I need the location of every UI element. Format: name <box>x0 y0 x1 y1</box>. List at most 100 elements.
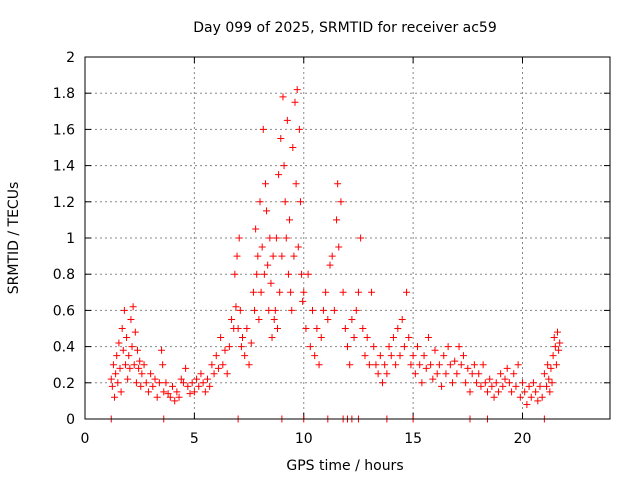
data-point <box>164 390 172 398</box>
data-point <box>392 361 400 369</box>
data-point <box>442 370 450 378</box>
y-tick-label: 0.6 <box>53 303 75 319</box>
data-point <box>543 382 551 390</box>
y-tick-label: 2 <box>66 50 75 66</box>
data-point <box>431 346 439 354</box>
x-tick-label: 0 <box>81 431 90 447</box>
data-point <box>346 361 354 369</box>
data-point <box>236 306 244 314</box>
data-point <box>142 379 150 387</box>
data-point <box>288 306 296 314</box>
data-point <box>350 334 358 342</box>
data-point <box>468 370 476 378</box>
data-point <box>182 364 190 372</box>
data-point <box>228 315 236 323</box>
data-point <box>398 315 406 323</box>
data-point <box>422 364 430 372</box>
data-point <box>330 306 338 314</box>
data-point <box>201 388 209 396</box>
data-point <box>337 198 345 206</box>
data-point <box>289 144 297 151</box>
data-point <box>235 234 243 242</box>
data-point <box>112 370 120 378</box>
data-point <box>333 216 341 224</box>
data-point <box>257 288 265 296</box>
data-point <box>435 361 443 369</box>
data-point <box>488 382 496 390</box>
data-point <box>249 288 257 296</box>
data-point <box>283 116 291 124</box>
data-point <box>473 379 481 387</box>
data-point <box>304 270 312 278</box>
data-point <box>193 375 201 383</box>
data-point <box>514 361 522 369</box>
data-point <box>440 352 448 360</box>
data-point <box>494 388 502 396</box>
data-point <box>261 180 269 188</box>
data-point <box>405 334 413 342</box>
data-point <box>433 370 441 378</box>
data-point <box>453 370 461 378</box>
data-point <box>451 357 459 365</box>
data-point <box>527 393 535 401</box>
data-point <box>424 334 432 342</box>
chart-title: Day 099 of 2025, SRMTID for receiver ac5… <box>193 20 497 36</box>
data-point <box>519 379 526 387</box>
data-point <box>523 401 531 409</box>
data-point <box>501 375 509 383</box>
data-point <box>131 328 139 336</box>
data-point <box>217 334 225 342</box>
data-point <box>370 343 378 351</box>
data-point <box>287 288 295 296</box>
data-point <box>503 364 511 372</box>
data-point <box>385 343 393 351</box>
data-points <box>107 86 564 423</box>
data-point <box>352 306 360 314</box>
data-point <box>324 315 332 323</box>
data-point <box>264 261 272 269</box>
data-point <box>449 379 456 387</box>
data-point <box>179 379 187 387</box>
data-point <box>123 334 131 342</box>
data-point <box>134 346 141 354</box>
data-point <box>254 252 262 260</box>
data-point <box>108 382 116 390</box>
data-point <box>269 252 277 260</box>
data-point <box>159 361 167 369</box>
data-point <box>313 325 321 332</box>
data-point <box>339 288 347 296</box>
y-axis-label: SRMTID / TECUs <box>6 182 22 295</box>
data-point <box>387 352 395 360</box>
data-point <box>111 393 119 401</box>
data-point <box>400 343 408 351</box>
data-point <box>508 388 516 396</box>
data-point <box>510 370 518 378</box>
data-point <box>499 382 507 390</box>
data-point <box>160 388 168 396</box>
data-point <box>429 375 437 383</box>
data-point <box>409 352 417 360</box>
data-point <box>210 370 218 378</box>
data-point <box>290 252 298 260</box>
data-point <box>120 306 128 314</box>
data-point <box>299 297 307 305</box>
data-point <box>253 270 261 278</box>
data-point <box>263 207 271 215</box>
data-point <box>149 382 157 390</box>
data-point <box>214 364 222 372</box>
data-point <box>233 252 241 260</box>
data-point <box>540 370 548 378</box>
data-point <box>126 364 134 372</box>
data-point <box>232 303 240 311</box>
data-point <box>354 288 362 296</box>
y-tick-label: 1.6 <box>53 122 75 138</box>
data-point <box>237 343 245 351</box>
data-point <box>546 388 554 396</box>
data-point <box>376 352 384 360</box>
data-point <box>464 364 472 372</box>
data-point <box>341 325 349 332</box>
data-point <box>317 334 325 342</box>
data-point <box>292 180 300 188</box>
data-point <box>389 334 397 342</box>
